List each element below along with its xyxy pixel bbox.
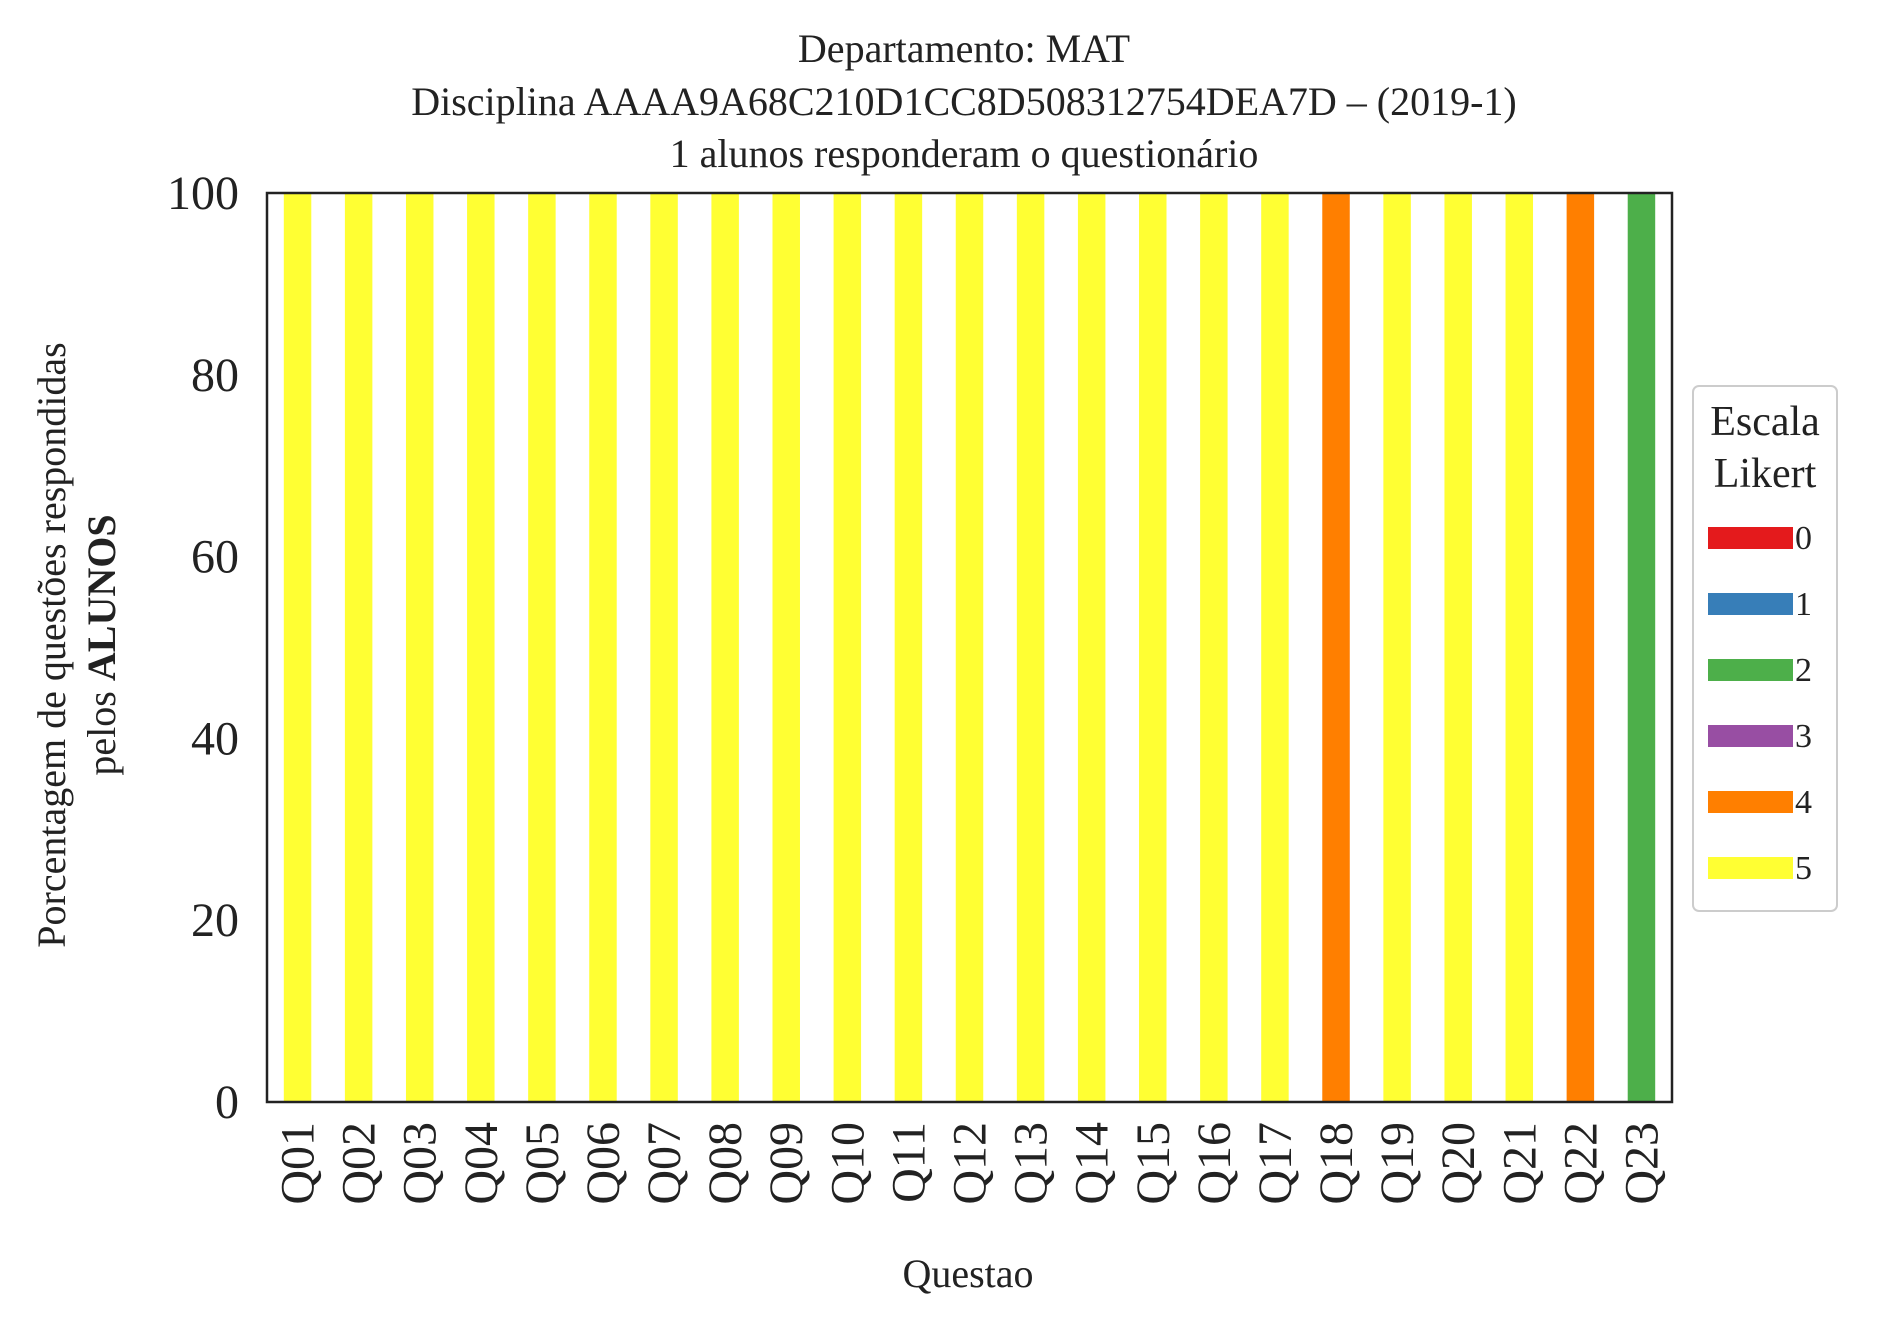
x-tick-label: Q20 bbox=[1432, 1122, 1485, 1205]
bar-Q12-series-5 bbox=[955, 193, 984, 1102]
title-line-1: Departamento: MAT bbox=[798, 26, 1130, 71]
legend-label-5: 5 bbox=[1795, 850, 1812, 887]
legend-label-3: 3 bbox=[1795, 718, 1812, 755]
x-axis-label: Questao bbox=[902, 1251, 1033, 1296]
bar-Q10-series-5 bbox=[833, 193, 862, 1102]
x-tick-label: Q05 bbox=[516, 1122, 569, 1205]
legend: Escala Likert 0 1 2 3 4 5 bbox=[1692, 385, 1838, 912]
x-tick-label: Q15 bbox=[1127, 1122, 1180, 1205]
bar-Q11-series-5 bbox=[894, 193, 923, 1102]
legend-swatch-4 bbox=[1708, 791, 1793, 813]
x-tick-label: Q22 bbox=[1554, 1122, 1607, 1205]
chart-title: Departamento: MAT Disciplina AAAA9A68C21… bbox=[411, 26, 1517, 176]
x-tick-label: Q16 bbox=[1188, 1122, 1241, 1205]
legend-label-0: 0 bbox=[1795, 520, 1812, 557]
bar-Q03-series-5 bbox=[405, 193, 434, 1102]
title-line-3: 1 alunos responderam o questionário bbox=[670, 131, 1259, 176]
y-tick-label: 40 bbox=[191, 712, 239, 765]
title-line-2: Disciplina AAAA9A68C210D1CC8D508312754DE… bbox=[411, 79, 1517, 124]
legend-swatch-3 bbox=[1708, 725, 1793, 747]
legend-swatch-5 bbox=[1708, 857, 1793, 879]
legend-label-1: 1 bbox=[1795, 586, 1812, 623]
legend-swatch-0 bbox=[1708, 527, 1793, 549]
legend-title-line-2: Likert bbox=[1714, 451, 1817, 497]
bar-Q06-series-5 bbox=[589, 193, 617, 1102]
x-tick-label: Q04 bbox=[455, 1122, 508, 1205]
legend-label-2: 2 bbox=[1795, 652, 1812, 689]
x-axis-ticks: Q01 Q02 Q03 Q04 Q05 Q06 Q07 Q08 Q09 Q10 Q11 Q12 Q13 Q… bbox=[272, 1122, 1669, 1205]
x-tick-label: Q23 bbox=[1615, 1122, 1668, 1205]
legend-label-4: 4 bbox=[1795, 784, 1812, 821]
y-axis-label-line-2: pelos ALUNOS bbox=[79, 514, 124, 775]
legend-title-line-1: Escala bbox=[1710, 399, 1820, 445]
bar-Q23-series-2 bbox=[1627, 193, 1656, 1102]
x-tick-label: Q06 bbox=[577, 1122, 630, 1205]
x-tick-label: Q09 bbox=[760, 1122, 813, 1205]
x-tick-label: Q18 bbox=[1310, 1122, 1363, 1205]
y-axis-label-prefix: pelos bbox=[79, 681, 124, 775]
legend-swatch-2 bbox=[1708, 659, 1793, 681]
bars-group bbox=[283, 193, 1656, 1102]
bar-Q09-series-5 bbox=[772, 193, 800, 1102]
legend-box bbox=[1692, 385, 1838, 912]
y-tick-label: 0 bbox=[215, 1076, 239, 1129]
bar-Q02-series-5 bbox=[344, 193, 373, 1102]
bar-Q22-series-4 bbox=[1566, 193, 1595, 1102]
x-tick-label: Q21 bbox=[1493, 1122, 1546, 1205]
y-tick-label: 20 bbox=[191, 894, 239, 947]
bar-Q17-series-5 bbox=[1261, 193, 1289, 1102]
bar-Q16-series-5 bbox=[1200, 193, 1228, 1102]
x-tick-label: Q08 bbox=[699, 1122, 752, 1205]
y-tick-label: 60 bbox=[191, 531, 239, 584]
bar-Q21-series-5 bbox=[1505, 193, 1534, 1102]
x-tick-label: Q07 bbox=[638, 1122, 691, 1205]
x-tick-label: Q17 bbox=[1249, 1122, 1302, 1205]
plot-frame bbox=[265, 191, 1674, 1104]
bar-Q18-series-4 bbox=[1322, 193, 1350, 1102]
x-tick-label: Q19 bbox=[1371, 1122, 1424, 1205]
x-tick-label: Q10 bbox=[821, 1122, 874, 1205]
x-tick-label: Q13 bbox=[1005, 1122, 1058, 1205]
bar-Q14-series-5 bbox=[1077, 193, 1106, 1102]
bar-Q07-series-5 bbox=[650, 193, 678, 1102]
y-axis-label-line-1: Porcentagem de questões respondidas bbox=[29, 342, 74, 947]
bar-Q01-series-5 bbox=[283, 193, 312, 1102]
bar-Q04-series-5 bbox=[467, 193, 495, 1102]
legend-items: 0 1 2 3 4 5 bbox=[1708, 520, 1812, 887]
legend-swatch-1 bbox=[1708, 593, 1793, 615]
y-axis-label-bold: ALUNOS bbox=[79, 514, 124, 681]
y-axis-ticks: 0 20 40 60 80 100 bbox=[167, 167, 239, 1129]
y-axis-label: Porcentagem de questões respondidas pelo… bbox=[29, 342, 124, 947]
bar-Q20-series-5 bbox=[1444, 193, 1472, 1102]
bar-Q13-series-5 bbox=[1016, 193, 1045, 1102]
x-tick-label: Q03 bbox=[394, 1122, 447, 1205]
x-tick-label: Q11 bbox=[882, 1122, 935, 1203]
bar-Q19-series-5 bbox=[1383, 193, 1411, 1102]
x-tick-label: Q01 bbox=[272, 1122, 325, 1205]
x-tick-label: Q14 bbox=[1066, 1122, 1119, 1205]
x-tick-label: Q02 bbox=[333, 1122, 386, 1205]
bar-Q05-series-5 bbox=[528, 193, 556, 1102]
x-tick-label: Q12 bbox=[944, 1122, 997, 1205]
bar-Q08-series-5 bbox=[711, 193, 739, 1102]
bar-Q15-series-5 bbox=[1139, 193, 1167, 1102]
y-tick-label: 80 bbox=[191, 349, 239, 402]
y-tick-label: 100 bbox=[167, 167, 239, 220]
